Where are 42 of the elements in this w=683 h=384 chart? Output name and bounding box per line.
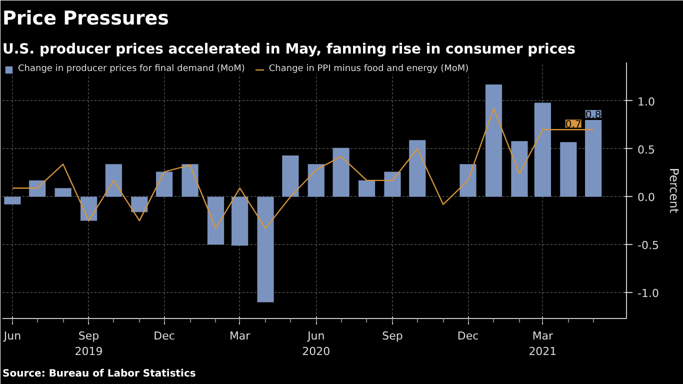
chart-title: Price Pressures: [2, 8, 169, 30]
bar: [384, 172, 401, 197]
bar: [534, 102, 551, 197]
bar: [4, 196, 21, 204]
bar: [156, 172, 173, 197]
y-tick-label: -1.0: [638, 287, 659, 300]
bar: [308, 164, 324, 197]
bar: [409, 140, 426, 197]
x-tick-label: Mar 2021: [528, 330, 557, 358]
bar: [358, 180, 376, 197]
bar: [207, 196, 224, 245]
bar: [105, 164, 122, 197]
y-tick-label: -0.5: [638, 239, 659, 252]
bar: [560, 142, 577, 197]
bar: [511, 141, 528, 197]
source-note: Source: Bureau of Labor Statistics: [2, 368, 196, 380]
bar: [182, 164, 198, 197]
bar: [585, 120, 602, 197]
bar: [332, 148, 350, 197]
bar: [282, 156, 299, 197]
y-tick-label: 0.0: [638, 191, 655, 204]
y-tick-label: 1.0: [638, 95, 655, 108]
x-tick-label: Dec: [457, 330, 479, 342]
bar: [131, 196, 148, 212]
bar: [54, 188, 72, 197]
data-label: 0.8: [585, 110, 602, 122]
bar: [29, 180, 46, 197]
bar: [460, 164, 476, 197]
y-tick-label: 0.5: [638, 143, 655, 156]
x-tick-label: Mar: [229, 330, 251, 342]
legend-label: Change in producer prices for final demand (MoM): [18, 64, 245, 74]
x-tick-label: Jun 2020: [302, 330, 330, 358]
x-tick-label: Dec: [154, 330, 175, 342]
bar: [232, 196, 248, 246]
bar: [257, 196, 274, 302]
chart-subtitle: U.S. producer prices accelerated in May, fanning rise in consumer prices: [2, 42, 576, 58]
y-axis-title: Percent: [666, 168, 681, 214]
x-tick-label: Jun: [2, 330, 22, 342]
bar: [485, 84, 502, 197]
x-tick-label: Sep: [382, 330, 403, 342]
legend-label: Change in PPI minus food and energy (MoM): [268, 64, 469, 74]
x-tick-label: Sep 2019: [74, 330, 103, 358]
